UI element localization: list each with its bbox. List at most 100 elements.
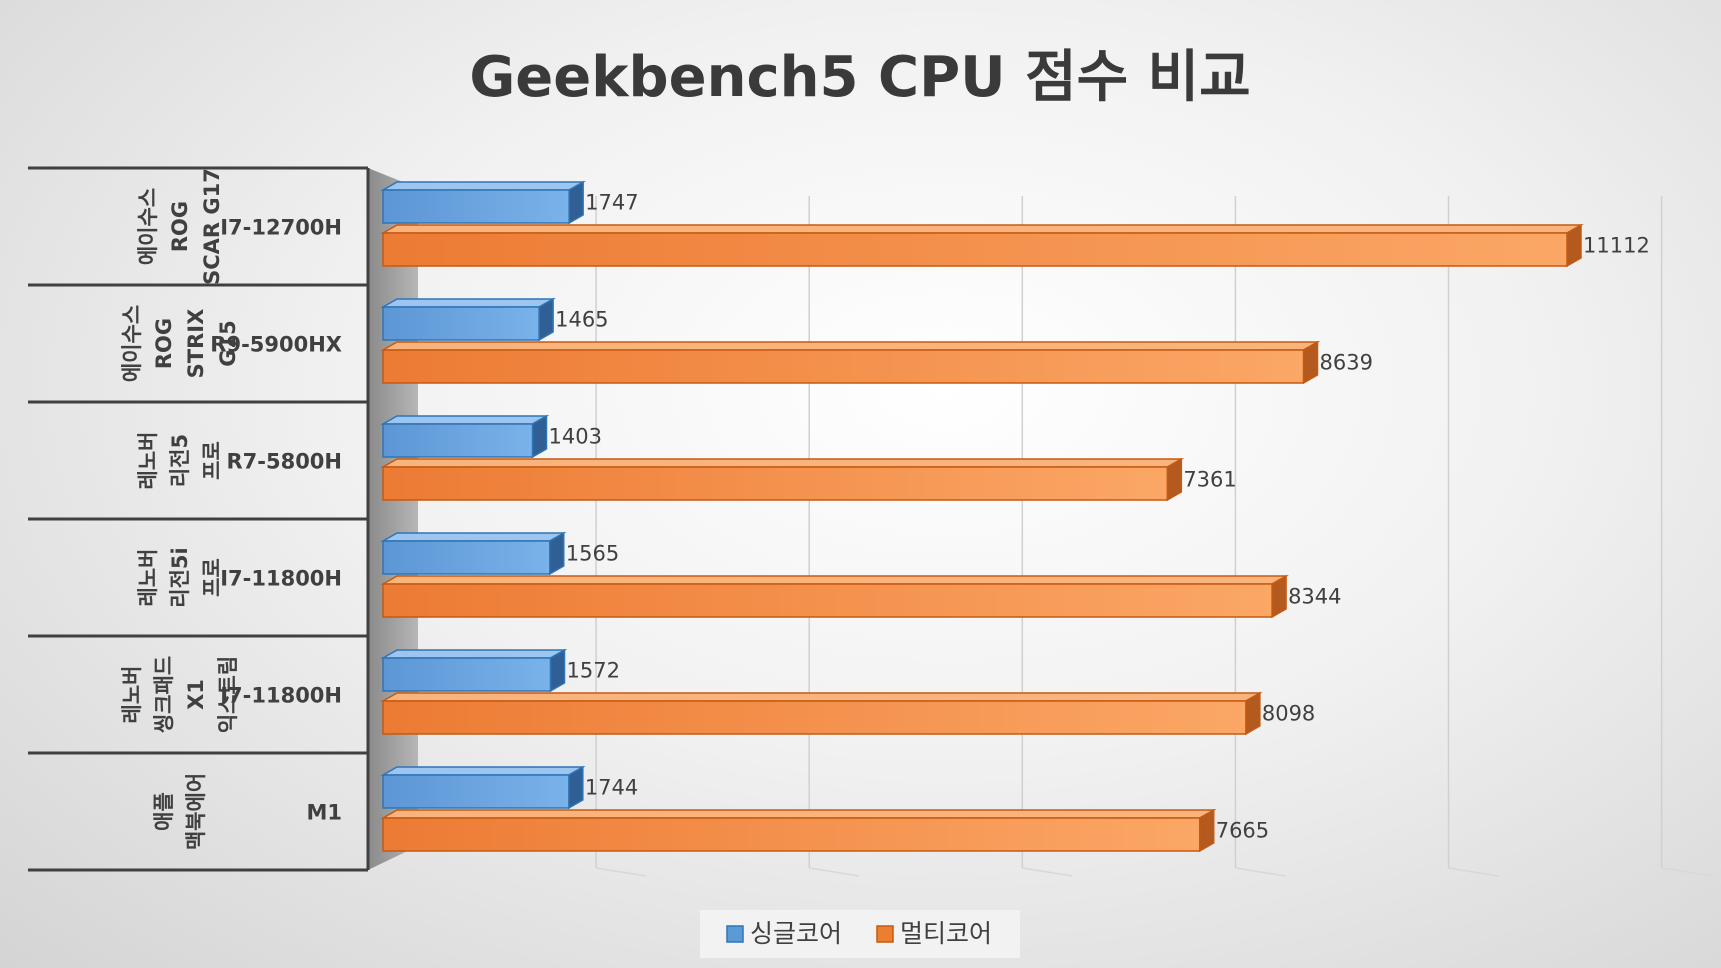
bar-top-face bbox=[380, 415, 550, 425]
bar-side-face bbox=[1566, 223, 1582, 268]
bar-side-face bbox=[568, 765, 584, 810]
plot-side-wall bbox=[368, 168, 418, 870]
bar-single-core bbox=[380, 648, 568, 693]
data-label-multi: 8639 bbox=[1319, 351, 1372, 375]
bar-front-face bbox=[382, 306, 540, 341]
bar-front-face bbox=[382, 423, 534, 458]
model-label: STRIX bbox=[184, 309, 208, 379]
legend-label-single[interactable]: 싱글코어 bbox=[750, 919, 842, 948]
bar-side-face bbox=[1245, 691, 1261, 736]
bars-layer bbox=[380, 180, 1584, 853]
model-label: X1 bbox=[184, 679, 208, 710]
bar-top-face bbox=[380, 532, 567, 542]
gridline-floor bbox=[1235, 867, 1286, 877]
category-axis-table: I7-12700H 에이수스 ROG SCAR G17 R9-5900HX 에이수스 ROG… bbox=[28, 166, 370, 872]
bar-side-face bbox=[1271, 574, 1287, 619]
bar-top-face bbox=[380, 298, 556, 308]
bar-side-face bbox=[549, 531, 565, 576]
model-label: 레노버 bbox=[120, 666, 144, 724]
gridline-floor bbox=[1661, 867, 1712, 877]
gridline-floor bbox=[1448, 867, 1499, 877]
model-label: ROG bbox=[168, 201, 192, 252]
data-label-single: 1572 bbox=[566, 659, 619, 683]
data-label-multi: 8344 bbox=[1288, 585, 1341, 609]
data-label-single: 1747 bbox=[585, 191, 638, 215]
data-label-single: 1465 bbox=[555, 308, 608, 332]
gridline-floor bbox=[595, 867, 647, 877]
bar-front-face bbox=[382, 774, 570, 809]
bar-side-face bbox=[531, 414, 548, 459]
data-label-multi: 7665 bbox=[1216, 819, 1269, 843]
model-label: 에이수스 bbox=[136, 188, 160, 265]
model-label: SCAR G17 bbox=[200, 168, 224, 285]
data-label-single: 1565 bbox=[566, 542, 619, 566]
bar-top-face bbox=[380, 649, 568, 659]
bar-front-face bbox=[382, 466, 1169, 501]
bar-multi-core bbox=[380, 808, 1217, 853]
bar-top-face bbox=[380, 341, 1321, 351]
bar-single-core bbox=[380, 180, 586, 225]
legend-swatch-single bbox=[726, 925, 744, 943]
bar-top-face bbox=[380, 575, 1289, 585]
chart-title: Geekbench5 CPU 점수 비교 bbox=[469, 45, 1250, 110]
bar-top-face bbox=[380, 809, 1217, 819]
model-label: 프로 bbox=[200, 558, 224, 597]
bar-multi-core bbox=[380, 457, 1185, 502]
bar-multi-core bbox=[380, 340, 1321, 385]
legend-label-multi[interactable]: 멀티코어 bbox=[900, 919, 992, 948]
bar-multi-core bbox=[380, 691, 1263, 736]
cpu-label: I7-12700H bbox=[220, 216, 342, 240]
model-label: 리전5i bbox=[168, 547, 192, 607]
bar-single-core bbox=[380, 765, 586, 810]
bar-front-face bbox=[382, 189, 570, 224]
bar-top-face bbox=[380, 224, 1584, 234]
cpu-label: I7-11800H bbox=[220, 567, 342, 591]
bar-multi-core bbox=[380, 223, 1584, 268]
model-label: 레노버 bbox=[136, 549, 160, 607]
bar-single-core bbox=[380, 531, 567, 576]
gridline-floor bbox=[809, 867, 860, 877]
bar-front-face bbox=[382, 540, 551, 575]
bar-top-face bbox=[380, 181, 586, 191]
legend: 싱글코어 멀티코어 bbox=[700, 910, 1020, 958]
data-label-single: 1744 bbox=[585, 776, 638, 800]
model-label: 리전5 bbox=[168, 434, 192, 487]
data-label-multi: 7361 bbox=[1183, 468, 1236, 492]
bar-side-face bbox=[568, 180, 584, 225]
bar-single-core bbox=[380, 297, 556, 342]
bar-side-face bbox=[549, 648, 566, 693]
bar-front-face bbox=[382, 583, 1273, 618]
bar-top-face bbox=[380, 692, 1263, 702]
bar-single-core bbox=[380, 414, 550, 459]
cpu-label: M1 bbox=[306, 801, 342, 825]
model-label: ROG bbox=[152, 318, 176, 369]
bar-front-face bbox=[382, 657, 552, 692]
bar-side-face bbox=[1302, 340, 1319, 385]
cpu-label: R9-5900HX bbox=[210, 333, 342, 357]
bar-top-face bbox=[380, 766, 586, 776]
data-labels: 1747 11112 1465 8639 1403 7361 1565 8344 1572 809… bbox=[548, 191, 1649, 843]
bar-multi-core bbox=[380, 574, 1289, 619]
gridlines bbox=[595, 196, 1712, 877]
legend-box bbox=[700, 910, 1020, 958]
bar-top-face bbox=[380, 458, 1185, 468]
bar-side-face bbox=[1166, 457, 1183, 502]
model-label: 프로 bbox=[200, 441, 224, 480]
model-label: 애플 bbox=[152, 792, 176, 831]
cpu-label: I7-11800H bbox=[220, 684, 342, 708]
data-label-multi: 8098 bbox=[1262, 702, 1315, 726]
model-label: 에이수스 bbox=[120, 305, 144, 382]
bar-front-face bbox=[382, 232, 1568, 267]
bar-front-face bbox=[382, 817, 1201, 852]
bar-front-face bbox=[382, 349, 1305, 384]
model-label: 씽크패드 bbox=[152, 656, 176, 733]
bar-side-face bbox=[1198, 808, 1215, 853]
model-label: 익스트림 bbox=[216, 656, 240, 733]
bar-side-face bbox=[538, 297, 554, 342]
cpu-label: R7-5800H bbox=[226, 450, 342, 474]
model-label: 맥북에어 bbox=[184, 773, 208, 850]
legend-swatch-multi bbox=[876, 925, 894, 943]
data-label-multi: 11112 bbox=[1583, 234, 1650, 258]
model-label: 레노버 bbox=[136, 432, 160, 490]
